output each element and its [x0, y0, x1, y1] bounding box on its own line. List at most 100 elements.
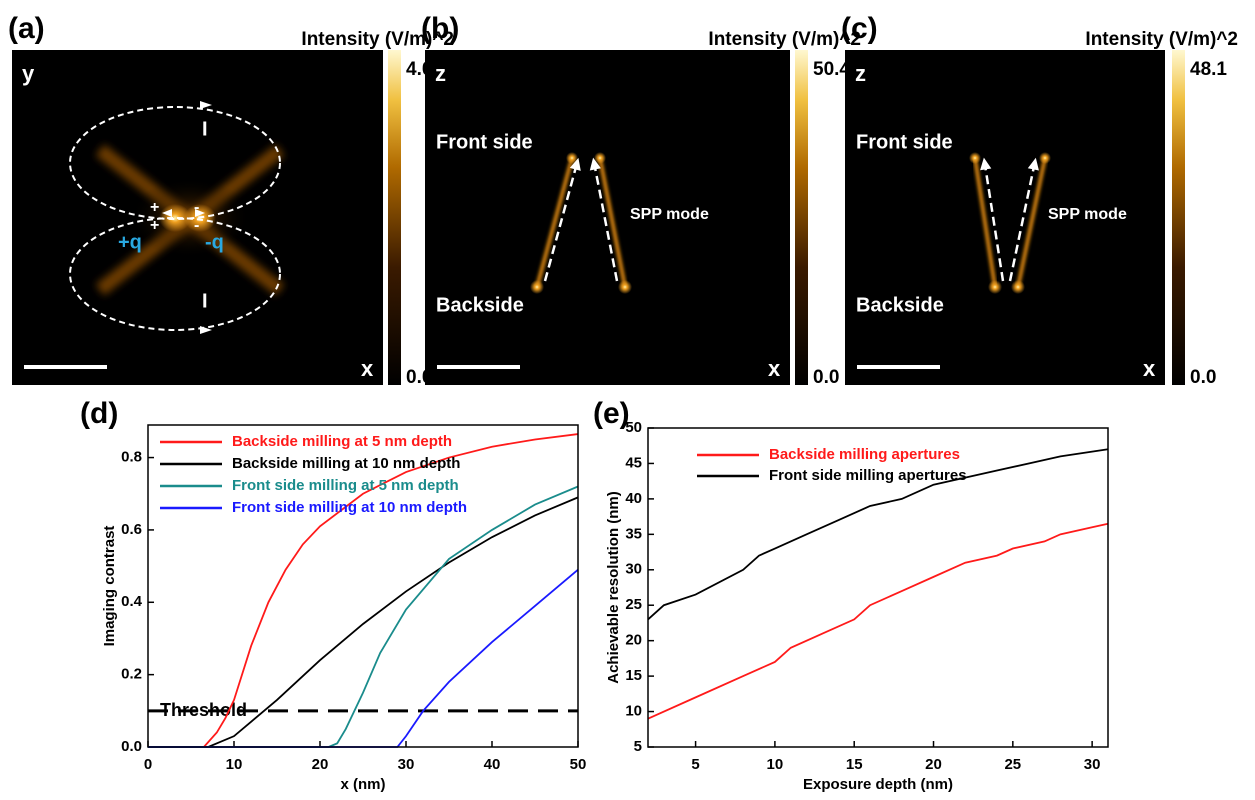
- edge-glow: [988, 280, 1002, 294]
- series-line: [148, 433, 579, 748]
- wall-glow: [1016, 157, 1047, 288]
- wall-glow: [598, 157, 627, 288]
- current-mark: I: [202, 290, 208, 312]
- legend-label: Front side milling at 10 nm depth: [232, 499, 467, 516]
- legend-label: Front side milling at 5 nm depth: [232, 477, 459, 494]
- side-label: Front side: [856, 131, 953, 153]
- colorbar-title: Intensity (V/m)^2: [301, 29, 454, 50]
- edge-glow: [1011, 280, 1025, 294]
- arrow-head: [200, 101, 212, 109]
- arrow-head: [200, 326, 212, 334]
- x-tick-label: 10: [226, 756, 243, 773]
- panel-label: (d): [80, 397, 118, 430]
- colorbar-title: Intensity (V/m)^2: [708, 29, 861, 50]
- y-tick-label: 20: [625, 632, 642, 649]
- y-tick-label: 25: [625, 596, 642, 613]
- x-tick-label: 30: [398, 756, 415, 773]
- x-axis-label: x (nm): [341, 776, 386, 793]
- axis-letter: x: [1143, 356, 1156, 381]
- edge-glow: [566, 152, 578, 164]
- colorbar: [795, 50, 808, 385]
- colorbar-title: Intensity (V/m)^2: [1085, 29, 1238, 50]
- x-tick-label: 20: [312, 756, 329, 773]
- series-line: [148, 485, 579, 748]
- colorbar: [388, 50, 401, 385]
- charge-sign: +: [150, 217, 159, 234]
- wall-glow: [973, 157, 997, 288]
- threshold-label: Threshold: [160, 700, 247, 720]
- mode-arrow: [593, 167, 619, 282]
- y-tick-label: 0.8: [121, 449, 142, 466]
- series-line: [148, 569, 579, 748]
- x-tick-label: 30: [1084, 756, 1101, 773]
- x-tick-label: 25: [1004, 756, 1021, 773]
- side-label: Backside: [436, 294, 524, 316]
- legend-label: Backside milling at 10 nm depth: [232, 455, 460, 472]
- x-tick-label: 5: [691, 756, 699, 773]
- x-axis-label: Exposure depth (nm): [803, 776, 953, 793]
- axis-letter: z: [855, 61, 866, 86]
- field-loop: [69, 217, 281, 331]
- x-tick-label: 50: [570, 756, 587, 773]
- mode-arrow: [984, 167, 1005, 282]
- side-label: Front side: [436, 131, 533, 153]
- plot-frame: [647, 427, 1109, 748]
- series-line: [647, 522, 1109, 720]
- x-tick-label: 10: [767, 756, 784, 773]
- mode-arrow: [543, 167, 578, 282]
- mode-label: SPP mode: [630, 206, 709, 223]
- series-line: [647, 448, 1109, 621]
- mode-arrow: [1008, 167, 1035, 282]
- edge-glow: [1039, 152, 1051, 164]
- wall-glow: [535, 157, 574, 288]
- y-tick-label: 0.4: [121, 593, 143, 610]
- arrow-head: [589, 157, 601, 171]
- x-tick-label: 40: [484, 756, 501, 773]
- axis-letter: y: [22, 61, 35, 86]
- x-tick-label: 0: [144, 756, 152, 773]
- x-tick-label: 15: [846, 756, 863, 773]
- charge-sign: -: [194, 199, 199, 216]
- colorbar-min: 0.0: [813, 367, 839, 388]
- y-axis-label: Achievable resolution (nm): [605, 491, 622, 684]
- arrow-head: [162, 209, 172, 217]
- side-label: Backside: [856, 294, 944, 316]
- panel-label: (b): [421, 12, 459, 45]
- charge-sign: -: [194, 217, 199, 234]
- legend-label: Front side milling apertures: [769, 467, 967, 484]
- panel-label: (a): [8, 12, 45, 45]
- plot-frame: [147, 424, 579, 748]
- y-tick-label: 50: [625, 419, 642, 436]
- edge-glow: [969, 152, 981, 164]
- y-tick-label: 15: [625, 667, 642, 684]
- axis-letter: z: [435, 61, 446, 86]
- y-tick-label: 30: [625, 561, 642, 578]
- y-tick-label: 35: [625, 525, 642, 542]
- field-loop: [69, 106, 281, 220]
- y-axis-label: Imaging contrast: [101, 526, 118, 647]
- current-mark: I: [202, 118, 208, 140]
- edge-glow: [618, 280, 632, 294]
- y-tick-label: 0.6: [121, 521, 142, 538]
- mode-label: SPP mode: [1048, 206, 1127, 223]
- legend-label: Backside milling at 5 nm depth: [232, 433, 452, 450]
- panel-label: (e): [593, 397, 630, 430]
- colorbar-min: 0.0: [1190, 367, 1216, 388]
- y-tick-label: 10: [625, 703, 642, 720]
- charge-sign: +: [150, 199, 159, 216]
- y-tick-label: 40: [625, 490, 642, 507]
- edge-glow: [594, 152, 606, 164]
- y-tick-label: 45: [625, 454, 642, 471]
- colorbar-max: 48.1: [1190, 59, 1227, 80]
- colorbar: [1172, 50, 1185, 385]
- charge-label: +q: [118, 231, 142, 253]
- axis-letter: x: [361, 356, 374, 381]
- series-line: [148, 496, 579, 748]
- y-tick-label: 0.2: [121, 666, 142, 683]
- edge-glow: [530, 280, 544, 294]
- arrow-head: [1027, 157, 1039, 171]
- arrow-head: [569, 157, 581, 171]
- field-map: [425, 50, 790, 385]
- arrow-head: [195, 209, 205, 217]
